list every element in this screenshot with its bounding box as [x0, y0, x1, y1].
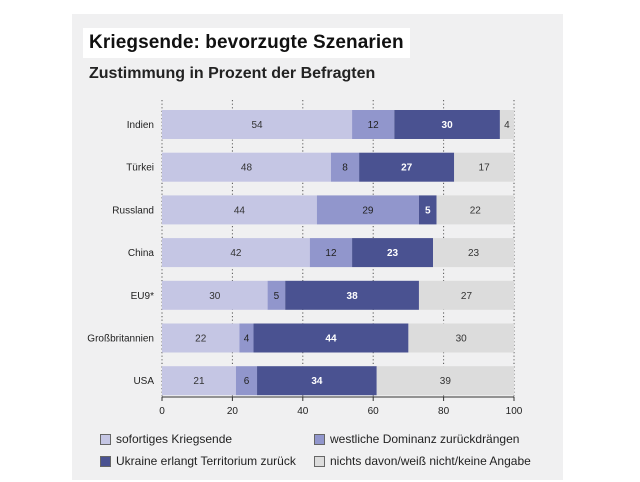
bar-segment [267, 280, 286, 310]
bar-segment [418, 195, 437, 225]
data-label: 44 [325, 334, 337, 345]
bar-segment [162, 152, 331, 182]
data-label: 42 [230, 248, 242, 259]
title-box: Kriegsende: bevorzugte Szenarien [83, 28, 410, 58]
legend-item: Ukraine erlangt Territorium zurück [100, 454, 296, 468]
data-label: 39 [440, 376, 452, 387]
bar-segment [162, 323, 240, 353]
bar-segment [285, 280, 419, 310]
data-label: 5 [425, 205, 431, 216]
chart-subtitle: Zustimmung in Prozent der Befragten [89, 65, 376, 82]
bar-segment [352, 110, 395, 139]
x-tick-label: 60 [368, 406, 380, 417]
x-tick-label: 0 [159, 406, 165, 417]
x-tick-label: 40 [297, 406, 309, 417]
x-tick-label: 100 [506, 406, 523, 417]
data-label: 29 [362, 205, 374, 216]
bar-segment [239, 323, 254, 353]
data-label: 27 [461, 291, 473, 302]
data-label: 6 [244, 376, 250, 387]
legend-item: nichts davon/weiß nicht/keine Angabe [314, 454, 531, 468]
data-label: 27 [401, 163, 413, 174]
legend-item: westliche Dominanz zurückdrängen [314, 432, 519, 446]
legend-swatch [100, 433, 111, 445]
bar-segment [330, 152, 360, 182]
data-label: 23 [387, 248, 399, 259]
bar-segment [162, 366, 236, 396]
bar-segment [394, 110, 500, 139]
chart-title: Kriegsende: bevorzugte Szenarien [89, 32, 404, 53]
bar-segment [162, 280, 268, 310]
bar-segment [433, 238, 514, 268]
bar-segment [359, 152, 455, 182]
data-label: 30 [209, 291, 221, 302]
legend-label: Ukraine erlangt Territorium zurück [116, 454, 296, 468]
data-label: 34 [311, 376, 323, 387]
data-label: 17 [479, 163, 491, 174]
legend-item: sofortiges Kriegsende [100, 432, 232, 446]
category-label-0: Indien [127, 120, 154, 131]
bar-segment [436, 195, 514, 225]
data-label: 21 [193, 376, 205, 387]
bar-segment [408, 323, 514, 353]
category-label-1: Türkei [126, 163, 154, 174]
bar-segment [418, 280, 514, 310]
data-label: 22 [470, 205, 482, 216]
legend-swatch [314, 455, 325, 467]
data-label: 5 [274, 291, 280, 302]
category-label-2: Russland [112, 205, 154, 216]
category-label-5: Großbritannien [87, 334, 154, 345]
bar-segment [316, 195, 419, 225]
legend-label: sofortiges Kriegsende [116, 432, 233, 446]
data-label: 30 [442, 120, 454, 131]
data-label: 23 [468, 248, 480, 259]
category-label-6: USA [133, 376, 154, 387]
bar-segment [376, 366, 514, 396]
category-label-3: China [128, 248, 155, 259]
bar-segment [257, 366, 377, 396]
bar-segment [309, 238, 353, 268]
data-label: 4 [244, 334, 250, 345]
data-label: 12 [325, 248, 337, 259]
bar-segment [352, 238, 434, 268]
bar-segment [253, 323, 409, 353]
bar-segment [162, 110, 353, 139]
legend-swatch [314, 433, 325, 445]
legend-swatch [100, 455, 111, 467]
data-label: 54 [251, 120, 263, 131]
x-tick-label: 20 [227, 406, 239, 417]
data-label: 22 [195, 334, 207, 345]
bar-segment [162, 238, 310, 268]
x-tick-label: 80 [438, 406, 450, 417]
data-label: 48 [241, 163, 253, 174]
bar-segment [162, 195, 317, 225]
data-label: 12 [368, 120, 380, 131]
bar-segment [454, 152, 514, 182]
data-label: 30 [456, 334, 468, 345]
legend: sofortiges Kriegsende westliche Dominanz … [100, 432, 560, 472]
data-label: 8 [342, 163, 348, 174]
bar-segment [499, 110, 514, 139]
bar-segment [235, 366, 258, 396]
legend-label: westliche Dominanz zurückdrängen [330, 432, 520, 446]
data-label: 38 [347, 291, 359, 302]
data-label: 4 [504, 120, 510, 131]
category-label-4: EU9* [131, 291, 154, 302]
legend-label: nichts davon/weiß nicht/keine Angabe [330, 454, 531, 468]
data-label: 44 [234, 205, 246, 216]
